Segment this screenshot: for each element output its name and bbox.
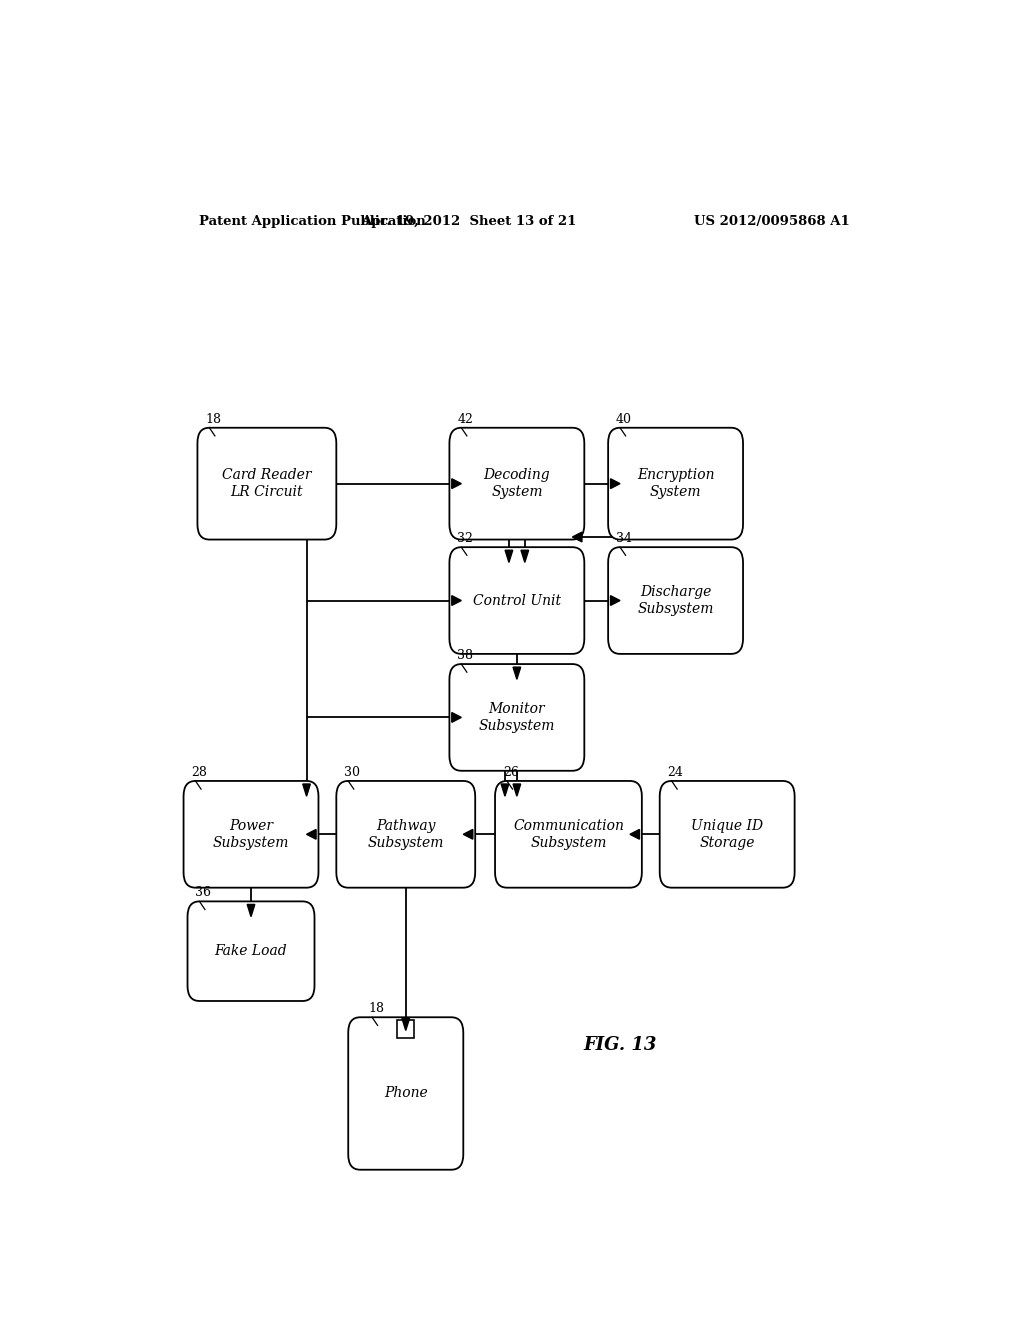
Text: 30: 30 (344, 766, 360, 779)
FancyBboxPatch shape (348, 1018, 463, 1170)
Polygon shape (610, 595, 620, 606)
Polygon shape (501, 784, 509, 796)
Polygon shape (521, 550, 528, 562)
FancyBboxPatch shape (659, 781, 795, 887)
Polygon shape (247, 904, 255, 916)
Text: US 2012/0095868 A1: US 2012/0095868 A1 (694, 215, 850, 228)
Polygon shape (513, 667, 520, 680)
Text: Monitor
Subsystem: Monitor Subsystem (478, 702, 555, 733)
Text: 40: 40 (616, 413, 632, 426)
FancyBboxPatch shape (608, 428, 743, 540)
FancyBboxPatch shape (450, 664, 585, 771)
FancyBboxPatch shape (608, 548, 743, 653)
Text: Communication
Subsystem: Communication Subsystem (513, 818, 624, 850)
Text: 42: 42 (458, 413, 473, 426)
Text: FIG. 13: FIG. 13 (584, 1036, 656, 1053)
FancyBboxPatch shape (397, 1019, 415, 1038)
Text: Encryption
System: Encryption System (637, 469, 715, 499)
Text: Fake Load: Fake Load (215, 944, 288, 958)
Polygon shape (402, 1018, 410, 1031)
FancyBboxPatch shape (198, 428, 336, 540)
Polygon shape (306, 829, 316, 840)
FancyBboxPatch shape (450, 548, 585, 653)
Polygon shape (452, 479, 461, 488)
Polygon shape (452, 713, 461, 722)
Text: 36: 36 (196, 886, 211, 899)
Text: Apr. 19, 2012  Sheet 13 of 21: Apr. 19, 2012 Sheet 13 of 21 (361, 215, 577, 228)
Text: Decoding
System: Decoding System (483, 469, 550, 499)
Text: Phone: Phone (384, 1086, 428, 1101)
Text: Unique ID
Storage: Unique ID Storage (691, 818, 763, 850)
FancyBboxPatch shape (336, 781, 475, 887)
Polygon shape (513, 784, 520, 796)
Text: Card Reader
LR Circuit: Card Reader LR Circuit (222, 469, 311, 499)
Text: Patent Application Publication: Patent Application Publication (200, 215, 426, 228)
Text: 34: 34 (616, 532, 632, 545)
Text: Pathway
Subsystem: Pathway Subsystem (368, 818, 444, 850)
Text: Power
Subsystem: Power Subsystem (213, 818, 289, 850)
FancyBboxPatch shape (450, 428, 585, 540)
Text: Control Unit: Control Unit (473, 594, 561, 607)
Text: 24: 24 (668, 766, 684, 779)
Polygon shape (463, 829, 473, 840)
Polygon shape (630, 829, 639, 840)
Polygon shape (505, 550, 513, 562)
Text: 28: 28 (191, 766, 208, 779)
Text: 38: 38 (458, 649, 473, 663)
Text: 18: 18 (206, 413, 221, 426)
Polygon shape (610, 479, 620, 488)
Text: Discharge
Subsystem: Discharge Subsystem (637, 585, 714, 616)
FancyBboxPatch shape (495, 781, 642, 887)
Polygon shape (452, 595, 461, 606)
Polygon shape (572, 532, 582, 543)
FancyBboxPatch shape (187, 902, 314, 1001)
Polygon shape (303, 784, 310, 796)
Text: 18: 18 (368, 1002, 384, 1015)
Text: 32: 32 (458, 532, 473, 545)
FancyBboxPatch shape (183, 781, 318, 887)
Text: 26: 26 (503, 766, 519, 779)
